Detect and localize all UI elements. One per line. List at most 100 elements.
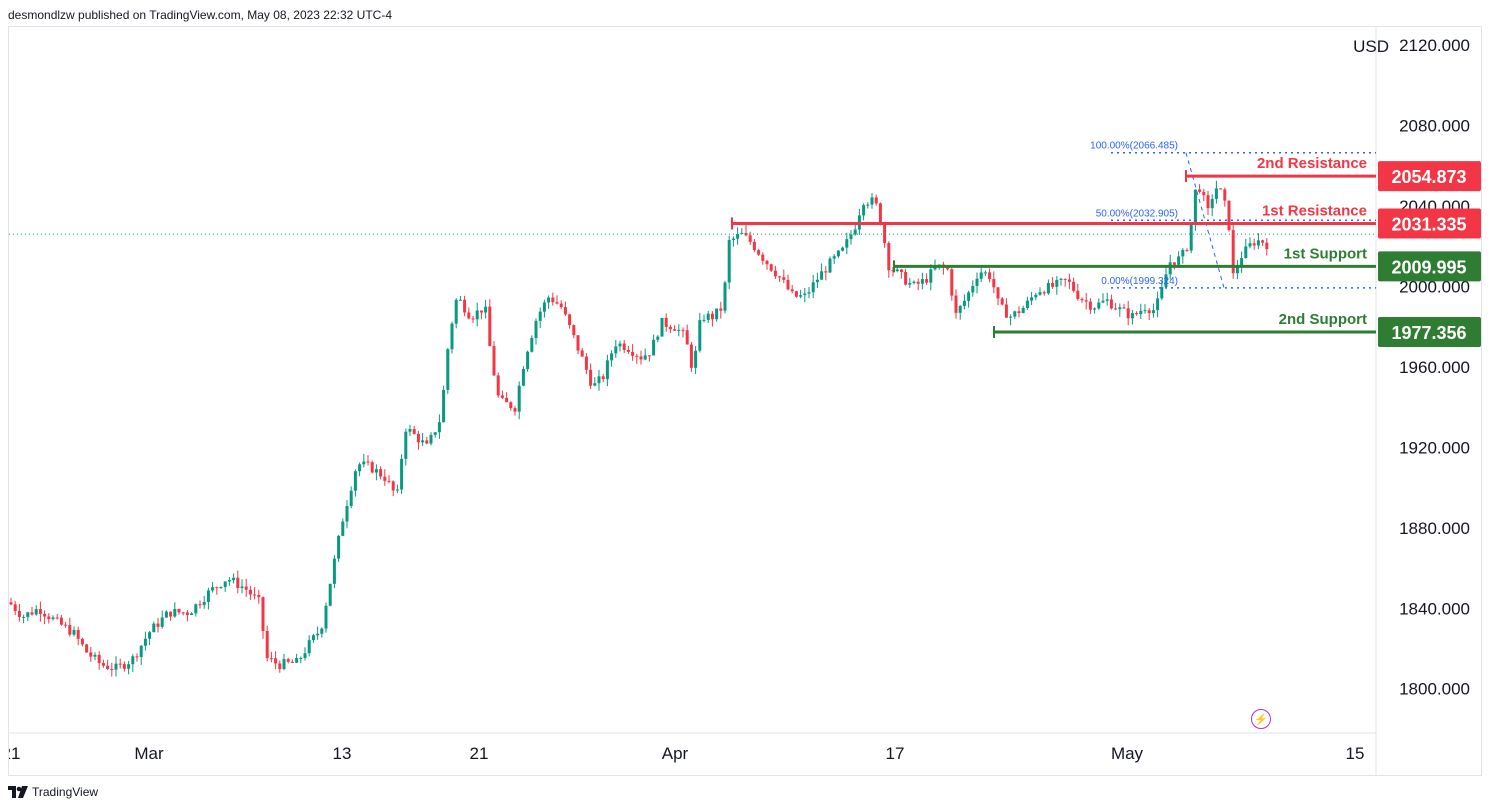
candle-body — [97, 654, 101, 664]
candle-body — [992, 279, 996, 288]
fib-level-label: 0.00%(1999.324) — [1101, 276, 1178, 287]
candle-body — [731, 238, 735, 241]
candle-body — [635, 355, 639, 357]
candle-body — [492, 346, 496, 376]
candle-body — [223, 581, 227, 588]
candle-body — [521, 369, 525, 386]
candle-body — [135, 656, 139, 658]
candle-body — [1051, 282, 1055, 287]
candle-body — [206, 590, 210, 602]
candle-body — [101, 663, 105, 666]
x-tick-label: Mar — [134, 744, 164, 763]
candle-body — [227, 580, 231, 582]
candle-body — [530, 337, 534, 352]
candle-body — [303, 653, 307, 658]
x-tick-label: 13 — [333, 744, 352, 763]
y-tick-label: 2000.000 — [1399, 277, 1470, 296]
candle-body — [916, 281, 920, 284]
candle-body — [64, 624, 68, 626]
candle-body — [106, 665, 110, 669]
candle-body — [904, 271, 908, 285]
candle-body — [173, 608, 177, 617]
candle-body — [110, 668, 114, 670]
candle-body — [748, 235, 752, 242]
candle-body — [580, 350, 584, 357]
candle-body — [925, 279, 929, 283]
candle-body — [950, 269, 954, 296]
candle-body — [975, 278, 979, 286]
candle-body — [425, 440, 429, 444]
candle-body — [929, 269, 933, 283]
candle-body — [160, 617, 164, 627]
candle-body — [710, 313, 714, 320]
y-tick-label: 1880.000 — [1399, 519, 1470, 538]
candle-body — [467, 312, 471, 319]
candle-body — [1046, 282, 1050, 294]
candle-body — [257, 594, 261, 598]
candle-body — [652, 339, 656, 356]
level-price-text: 1977.356 — [1391, 323, 1466, 343]
candle-body — [1244, 246, 1248, 258]
candle-body — [551, 297, 555, 303]
candle-body — [794, 291, 798, 297]
price-chart[interactable]: 1800.000 1840.000 1880.000 1920.000 1960.000… — [9, 27, 1482, 776]
lightning-icon[interactable]: ⚡ — [1251, 709, 1271, 729]
candle-body — [89, 652, 93, 657]
candle-body — [1021, 307, 1025, 314]
candle-body — [698, 320, 702, 351]
candle-body — [664, 317, 668, 327]
candle-body — [589, 369, 593, 386]
candle-body — [660, 317, 664, 337]
candle-body — [442, 389, 446, 423]
candle-body — [610, 353, 614, 361]
candle-body — [1198, 189, 1202, 192]
candle-body — [282, 659, 286, 670]
candle-body — [484, 306, 488, 313]
candle-body — [1067, 279, 1071, 282]
candle-body — [1084, 300, 1088, 302]
candle-body — [131, 656, 135, 665]
y-tick-label: 2080.000 — [1399, 117, 1470, 136]
level-price-badge — [1378, 317, 1481, 348]
candle-body — [1265, 242, 1269, 250]
candle-body — [568, 314, 572, 326]
candle-body — [248, 589, 252, 595]
candle-body — [1135, 313, 1139, 315]
candle-body — [370, 462, 374, 473]
candle-body — [1147, 310, 1151, 314]
candle-body — [22, 616, 26, 618]
candle-body — [366, 461, 370, 463]
candle-body — [316, 633, 320, 636]
candle-body — [488, 306, 492, 347]
candle-body — [912, 281, 916, 283]
candle-body — [597, 376, 601, 384]
candle-body — [1189, 223, 1193, 251]
candle-body — [988, 272, 992, 280]
candle-body — [807, 292, 811, 294]
candle-body — [387, 480, 391, 482]
candle-body — [278, 663, 282, 670]
candle-body — [1227, 200, 1231, 231]
candle-body — [1193, 189, 1197, 224]
candle-body — [202, 601, 206, 606]
candle-body — [979, 272, 983, 279]
candle-body — [26, 612, 30, 617]
candle-body — [320, 628, 324, 634]
candle-body — [59, 617, 63, 625]
candle-body — [895, 269, 899, 272]
footer-brand-text: TradingView — [32, 785, 99, 799]
candle-body — [832, 256, 836, 259]
candle-body — [715, 308, 719, 320]
candle-body — [1261, 240, 1265, 243]
header-published-line: desmondlzw published on TradingView.com,… — [8, 8, 392, 22]
candle-body — [576, 335, 580, 351]
candle-body — [1063, 278, 1067, 280]
candle-body — [1168, 262, 1172, 275]
candle-body — [299, 657, 303, 659]
candle-body — [765, 260, 769, 265]
chart-frame[interactable]: 1800.000 1840.000 1880.000 1920.000 1960.000… — [8, 26, 1482, 776]
candle-body — [836, 250, 840, 257]
candle-body — [517, 385, 521, 412]
candle-body — [404, 431, 408, 459]
y-tick-label: 2120.000 — [1399, 36, 1470, 55]
